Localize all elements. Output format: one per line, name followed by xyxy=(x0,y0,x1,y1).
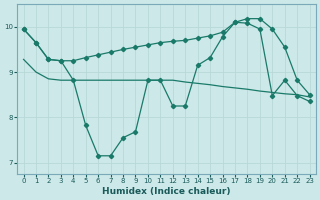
X-axis label: Humidex (Indice chaleur): Humidex (Indice chaleur) xyxy=(102,187,231,196)
